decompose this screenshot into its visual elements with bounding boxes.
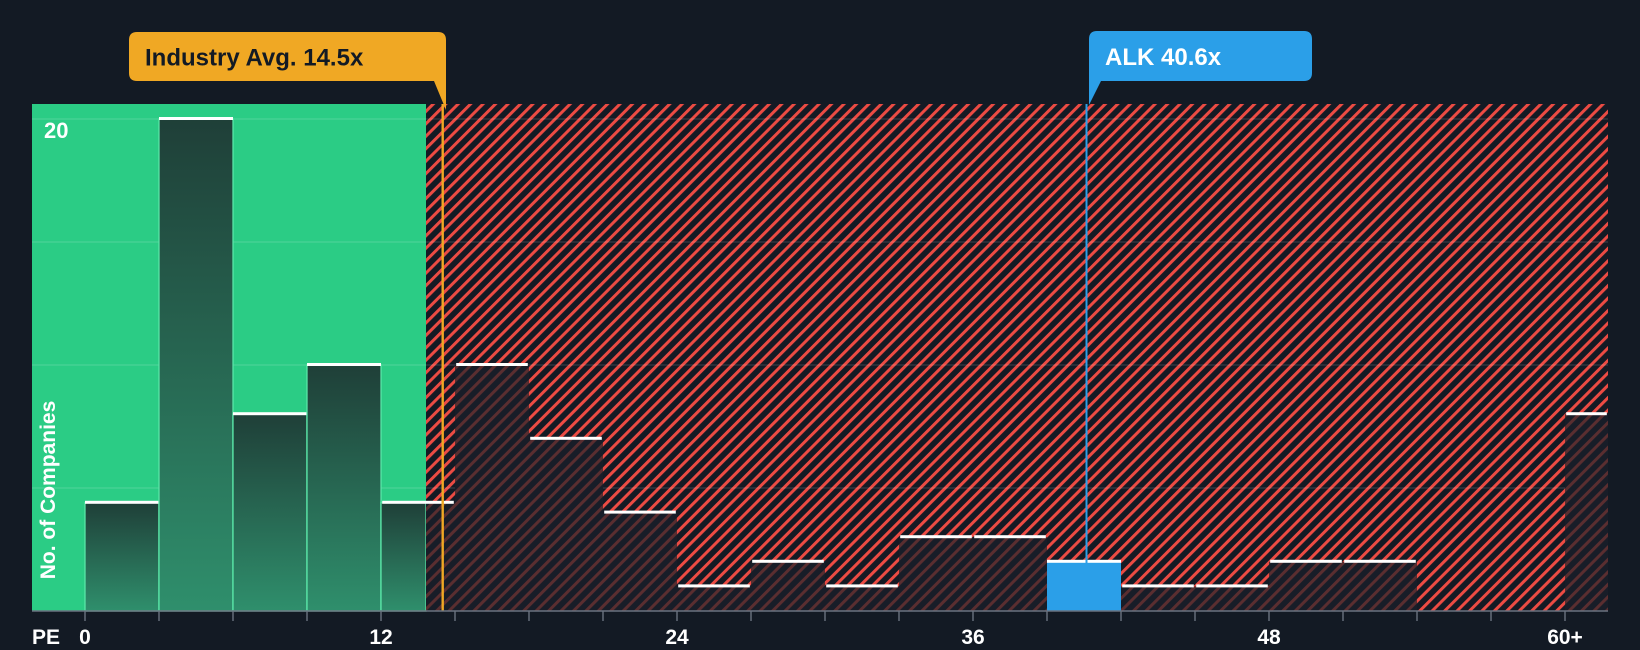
svg-text:Industry Avg. 14.5x: Industry Avg. 14.5x xyxy=(145,45,364,72)
svg-text:0: 0 xyxy=(79,626,91,649)
svg-text:48: 48 xyxy=(1257,626,1281,649)
svg-text:PE: PE xyxy=(32,626,60,649)
svg-text:ALK 40.6x: ALK 40.6x xyxy=(1105,44,1222,71)
svg-text:No. of Companies: No. of Companies xyxy=(37,401,60,580)
svg-text:20: 20 xyxy=(44,118,68,143)
svg-text:12: 12 xyxy=(369,626,392,649)
svg-text:36: 36 xyxy=(961,626,984,649)
svg-text:60+: 60+ xyxy=(1547,626,1583,649)
svg-text:24: 24 xyxy=(665,626,689,649)
